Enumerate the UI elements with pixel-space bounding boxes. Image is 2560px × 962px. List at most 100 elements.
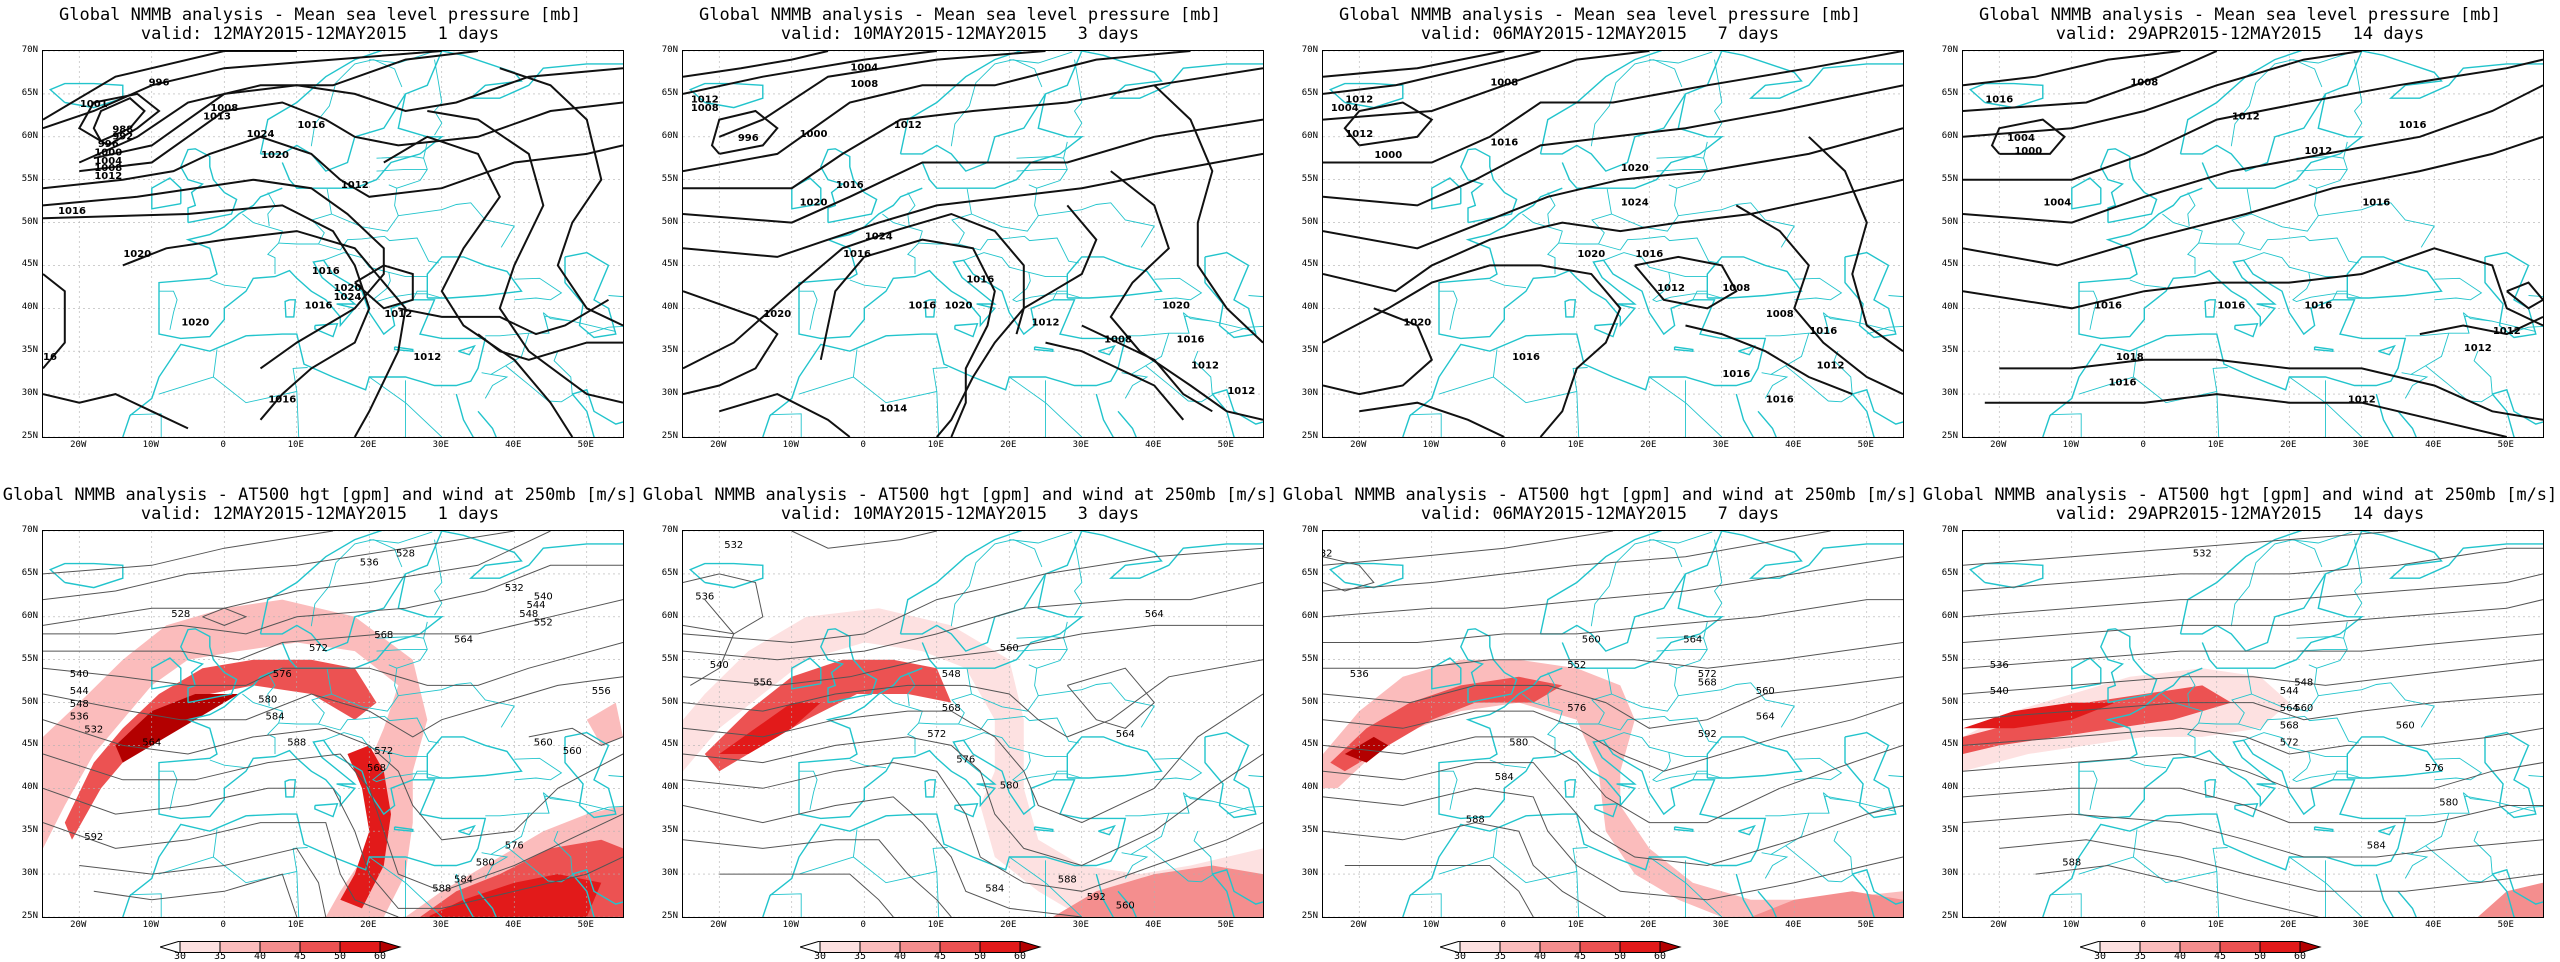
coastline <box>2042 187 2407 437</box>
country-border <box>1668 271 1708 278</box>
isobar <box>1963 247 2543 327</box>
height-contour <box>1963 599 2543 643</box>
contour-label: 548 <box>942 669 961 680</box>
isobar-label: 1000 <box>800 129 828 140</box>
contour-label: 588 <box>2062 858 2081 869</box>
lat-tick-label: 25N <box>1301 911 1318 921</box>
country-border <box>2318 202 2436 248</box>
coastline <box>48 562 124 589</box>
isobar <box>1963 84 2543 224</box>
coastline <box>393 826 414 832</box>
isobar <box>77 92 161 147</box>
country-border <box>882 213 923 274</box>
coastline <box>2100 628 2158 704</box>
height-contour <box>43 676 623 738</box>
lon-tick-label: 20E <box>1000 920 1017 930</box>
isobar <box>383 135 574 437</box>
contour-label: 580 <box>2439 797 2458 808</box>
z500-panel-2: Global NMMB analysis - AT500 hgt [gpm] a… <box>640 480 1280 960</box>
height-contour <box>1963 547 2543 592</box>
z500-panel-1: Global NMMB analysis - AT500 hgt [gpm] a… <box>0 480 640 960</box>
colorbar-label: 40 <box>2173 951 2187 962</box>
contour-label: 580 <box>476 858 495 869</box>
coastline <box>1431 657 1462 690</box>
coastline <box>954 803 979 818</box>
lat-tick-label: 70N <box>21 525 38 535</box>
country-border <box>2289 856 2363 917</box>
isobar <box>1323 307 1434 396</box>
colorbar-label: 35 <box>853 951 867 962</box>
coastline <box>571 393 596 437</box>
isobar <box>683 51 1191 173</box>
isobar-label: 1016 <box>843 249 871 260</box>
lon-tick-label: 0 <box>2140 920 2146 930</box>
coastline <box>2201 93 2364 189</box>
isobar-label: 1018 <box>2116 352 2144 363</box>
height-contour <box>1963 787 2543 824</box>
lat-tick-label: 30N <box>21 388 38 399</box>
country-border <box>2473 831 2493 876</box>
lat-tick-label: 65N <box>21 87 38 98</box>
country-border <box>849 759 887 769</box>
lon-tick-label: 10W <box>1422 920 1439 930</box>
map-area: 528 540 544 548 536 532 528 536 532 540 544 548 552 5… <box>42 530 624 918</box>
lat-tick-label: 30N <box>661 388 678 399</box>
coastline <box>820 148 878 224</box>
lat-tick-label: 55N <box>1941 653 1958 664</box>
isobar <box>1323 127 1903 250</box>
lat-tick-label: 60N <box>1301 610 1318 621</box>
country-border <box>2316 141 2348 189</box>
contour-label: 528 <box>396 549 415 560</box>
country-border <box>1028 751 1068 758</box>
country-border <box>1438 349 1498 395</box>
country-border <box>1653 539 1683 568</box>
country-border <box>950 539 1014 627</box>
country-border <box>586 806 623 815</box>
contour-label: 568 <box>2280 720 2299 731</box>
lat-tick-label: 25N <box>1301 431 1318 441</box>
lat-tick-label: 60N <box>21 130 38 141</box>
country-border <box>1073 59 1083 136</box>
lon-tick-label: 50E <box>1857 920 1874 930</box>
height-contour <box>43 822 399 917</box>
lat-tick-label: 45N <box>1941 739 1958 750</box>
lat-tick-label: 45N <box>661 739 678 750</box>
isobar <box>1634 255 1738 310</box>
coastline <box>688 82 764 109</box>
height-contour <box>1963 813 2543 858</box>
lon-tick-label: 10W <box>782 440 799 450</box>
country-border <box>1785 845 1853 883</box>
country-border <box>331 664 399 712</box>
country-border <box>2353 539 2363 616</box>
lat-tick-label: 30N <box>661 868 678 879</box>
lat-tick-label: 50N <box>21 696 38 707</box>
lon-tick-label: 20W <box>1350 920 1367 930</box>
coastline <box>314 323 339 338</box>
height-contour <box>1963 573 2543 618</box>
mslp-panel-4: Global NMMB analysis - Mean sea level pr… <box>1920 0 2560 480</box>
jet-shading <box>115 694 239 763</box>
country-border <box>1888 295 1903 298</box>
coastline <box>1852 388 1903 425</box>
lon-tick-label: 20E <box>1640 920 1657 930</box>
country-border <box>2528 775 2543 778</box>
country-border <box>1493 847 1588 884</box>
country-border <box>1409 413 1442 437</box>
panel-valid-range: valid: 10MAY2015-12MAY2015 3 days <box>780 504 1140 524</box>
isobar-label: 992 <box>112 131 133 142</box>
country-border <box>505 365 573 403</box>
country-border <box>2079 290 2098 330</box>
contour-label: 564 <box>1116 729 1135 740</box>
lon-tick-label: 10E <box>287 440 304 450</box>
country-border <box>323 732 414 782</box>
isobar <box>683 51 937 95</box>
contour-label: 564 <box>1683 635 1702 646</box>
country-border <box>1226 806 1263 815</box>
colorbar-high-arrow <box>379 940 402 954</box>
isobar-label: 1020 <box>123 249 151 260</box>
country-border <box>484 853 509 879</box>
lon-tick-label: 50E <box>577 440 594 450</box>
contour-label: 560 <box>563 746 582 757</box>
isobar-label: 1016 <box>1490 137 1518 148</box>
